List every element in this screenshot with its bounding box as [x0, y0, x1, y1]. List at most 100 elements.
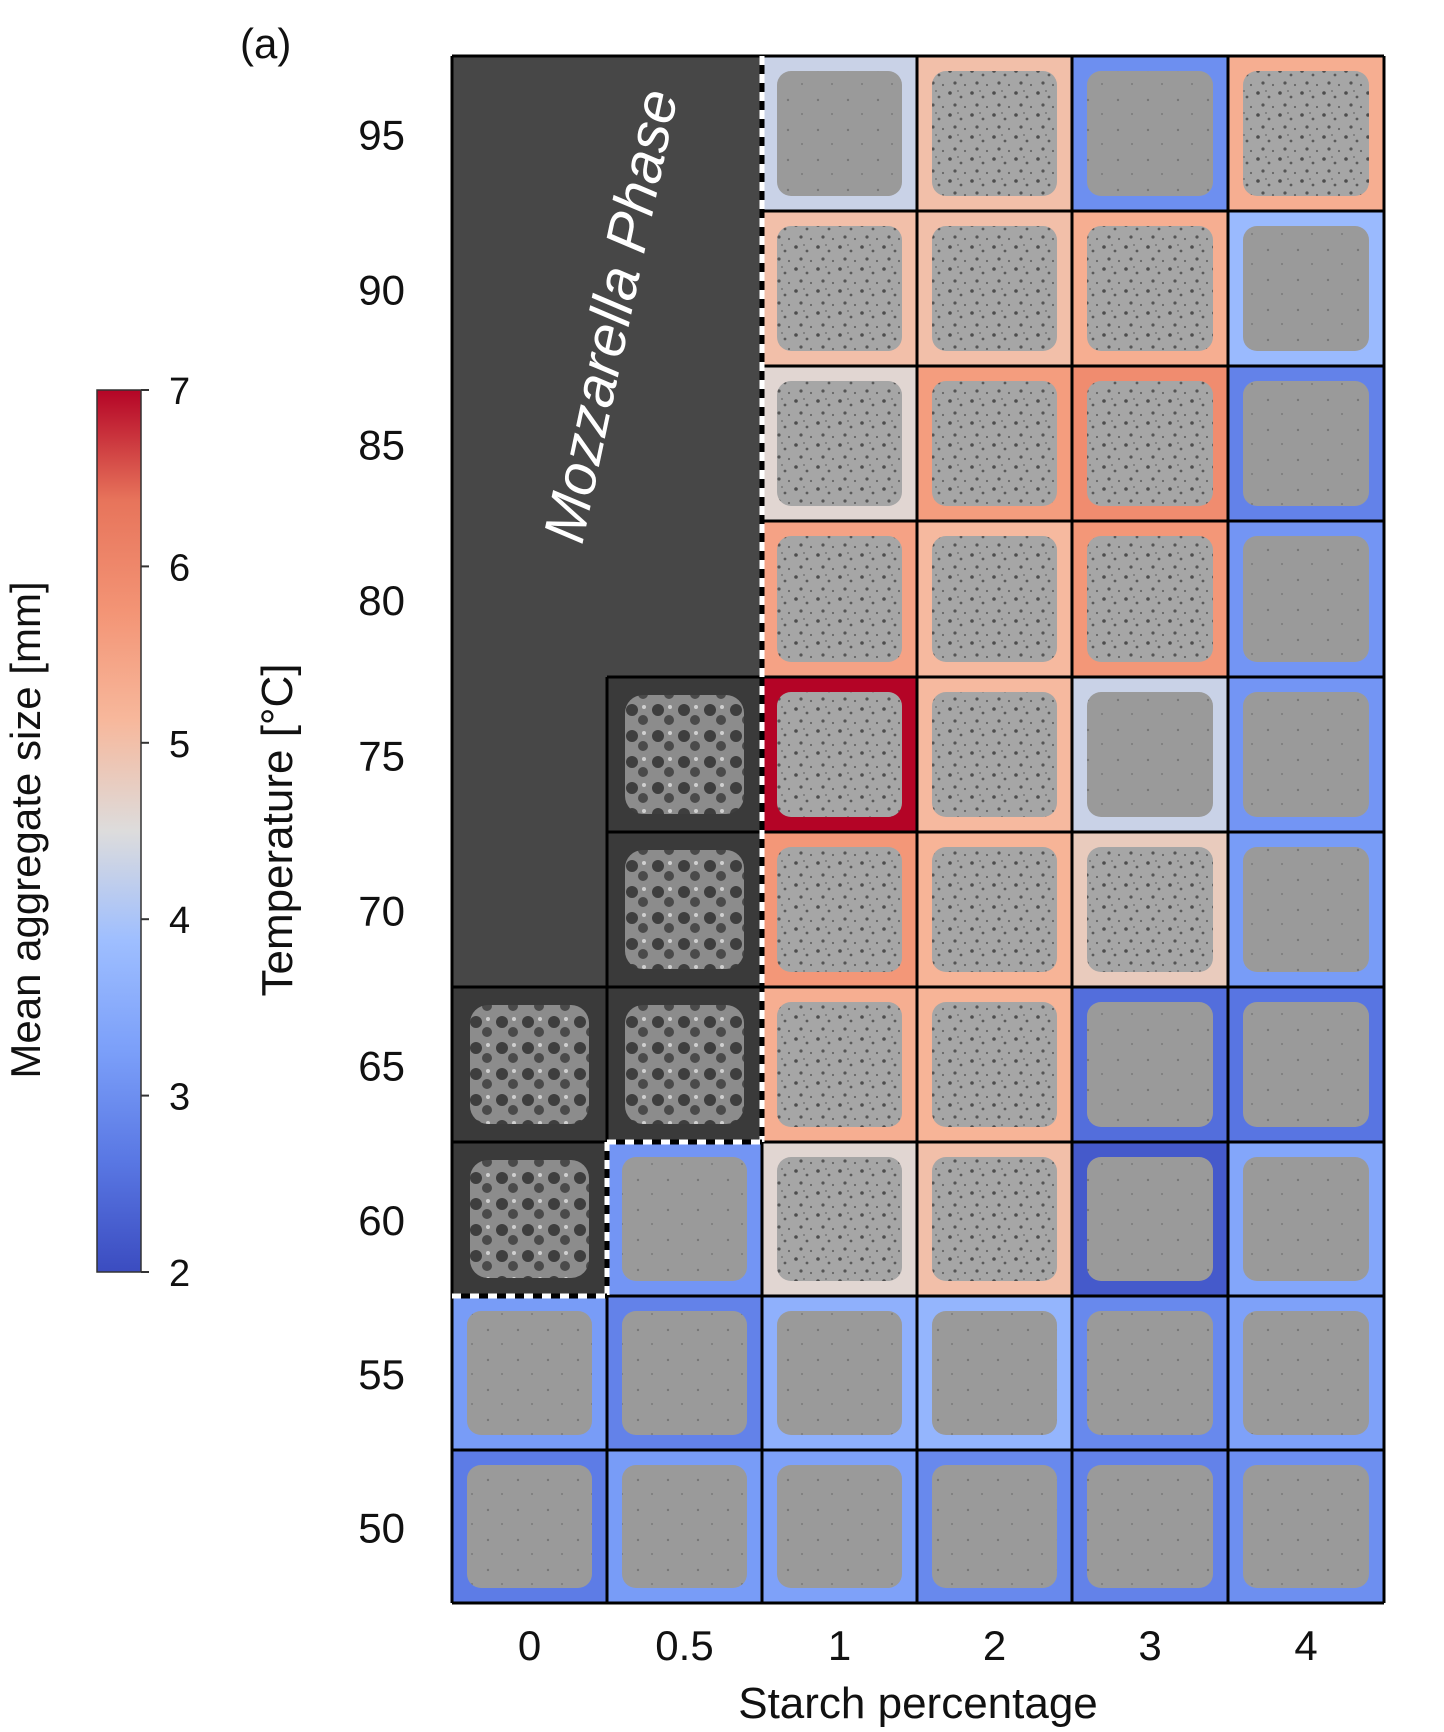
heatmap-cells — [452, 56, 1384, 1603]
cell-sample-image — [777, 536, 902, 662]
heatmap-cell — [1072, 1296, 1228, 1450]
heatmap-cell — [1072, 1450, 1228, 1603]
cell-sample-image — [777, 1311, 902, 1435]
heatmap-cell — [1228, 1450, 1384, 1603]
heatmap-cell — [452, 1296, 607, 1450]
cell-sample-image — [932, 847, 1057, 972]
cell-sample-image — [1087, 847, 1213, 972]
cell-sample-image — [777, 71, 902, 196]
cell-sample-image — [932, 226, 1057, 351]
x-tick-label: 0.5 — [655, 1622, 713, 1669]
heatmap-cell — [917, 521, 1072, 677]
heatmap-cell — [1072, 832, 1228, 987]
y-tick-label: 85 — [358, 422, 405, 469]
heatmap-cell — [917, 1142, 1072, 1296]
heatmap-cell — [1228, 521, 1384, 677]
mozzarella-cell-sample — [625, 695, 744, 814]
colorbar-tick-label: 5 — [169, 724, 190, 766]
mozzarella-cell-sample — [625, 1005, 744, 1124]
colorbar-label: Mean aggregate size [mm] — [2, 581, 49, 1078]
cell-sample-image — [932, 536, 1057, 662]
x-tick-label: 2 — [983, 1622, 1006, 1669]
y-tick-label: 80 — [358, 577, 405, 624]
heatmap-cell — [917, 987, 1072, 1142]
y-tick-label: 90 — [358, 267, 405, 314]
x-tick-label: 3 — [1138, 1622, 1161, 1669]
x-tick-label: 0 — [518, 1622, 541, 1669]
cell-sample-image — [1243, 1157, 1369, 1281]
cell-sample-image — [1243, 71, 1369, 196]
y-axis-label: Temperature [°C] — [253, 663, 302, 996]
heatmap-cell — [607, 1296, 762, 1450]
heatmap-cell — [762, 521, 917, 677]
mozzarella-region-top — [452, 56, 762, 677]
x-axis-label: Starch percentage — [738, 1679, 1098, 1728]
cell-sample-image — [467, 1311, 592, 1435]
y-tick-label: 95 — [358, 112, 405, 159]
cell-sample-image — [1243, 381, 1369, 506]
cell-sample-image — [622, 1465, 747, 1588]
cell-sample-image — [777, 1157, 902, 1281]
cell-sample-image — [777, 692, 902, 817]
heatmap-cell — [917, 677, 1072, 832]
heatmap-cell — [1228, 56, 1384, 211]
x-tick-label: 1 — [828, 1622, 851, 1669]
cell-sample-image — [777, 1465, 902, 1588]
heatmap-cell — [1072, 987, 1228, 1142]
mozzarella-cell-sample — [470, 1005, 589, 1124]
cell-sample-image — [1087, 1465, 1213, 1588]
colorbar-gradient — [96, 389, 142, 1273]
mozzarella-cell-sample — [470, 1160, 589, 1278]
heatmap-cell — [762, 56, 917, 211]
heatmap-cell — [917, 1296, 1072, 1450]
cell-sample-image — [1087, 1157, 1213, 1281]
y-tick-label: 70 — [358, 888, 405, 935]
cell-sample-image — [1243, 1002, 1369, 1127]
cell-sample-image — [777, 847, 902, 972]
heatmap-cell — [1072, 677, 1228, 832]
x-tick-label: 4 — [1294, 1622, 1317, 1669]
cell-sample-image — [1243, 536, 1369, 662]
colorbar-tick-label: 4 — [169, 900, 190, 942]
heatmap-cell — [762, 677, 917, 832]
heatmap-cell — [1228, 987, 1384, 1142]
colorbar-tick-label: 2 — [169, 1253, 190, 1295]
cell-sample-image — [1087, 226, 1213, 351]
cell-sample-image — [932, 692, 1057, 817]
mozzarella-cell-sample — [625, 850, 744, 969]
cell-sample-image — [1087, 1002, 1213, 1127]
heatmap-cell — [917, 1450, 1072, 1603]
cell-sample-image — [1087, 692, 1213, 817]
mozzarella-phase-region — [452, 56, 762, 1296]
y-tick-label: 65 — [358, 1043, 405, 1090]
cell-sample-image — [777, 226, 902, 351]
cell-sample-image — [622, 1157, 747, 1281]
cell-sample-image — [777, 381, 902, 506]
heatmap-cell — [917, 366, 1072, 521]
heatmap-cell — [1228, 1142, 1384, 1296]
cell-sample-image — [1243, 692, 1369, 817]
cell-sample-image — [1087, 536, 1213, 662]
cell-sample-image — [932, 1311, 1057, 1435]
cell-sample-image — [1243, 226, 1369, 351]
heatmap-cell — [917, 56, 1072, 211]
cell-sample-image — [932, 1002, 1057, 1127]
colorbar-tick-label: 6 — [169, 547, 190, 589]
heatmap-cell — [1072, 366, 1228, 521]
cell-sample-image — [622, 1311, 747, 1435]
heatmap-cell — [1072, 521, 1228, 677]
heatmap-cell — [762, 366, 917, 521]
colorbar-tick-label: 3 — [169, 1077, 190, 1119]
y-tick-label: 60 — [358, 1197, 405, 1244]
cell-sample-image — [1243, 1311, 1369, 1435]
heatmap-cell — [762, 987, 917, 1142]
heatmap-cell — [1228, 677, 1384, 832]
heatmap-cell — [762, 832, 917, 987]
mozzarella-region-mid — [452, 677, 607, 987]
cell-sample-image — [932, 1157, 1057, 1281]
cell-sample-image — [467, 1465, 592, 1588]
heatmap-cell — [1072, 56, 1228, 211]
panel-label: (a) — [240, 20, 291, 67]
